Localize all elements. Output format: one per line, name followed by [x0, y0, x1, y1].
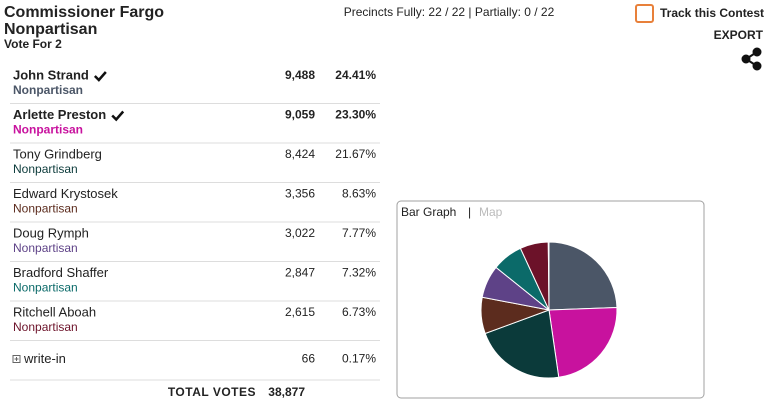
percent: 21.67%	[335, 147, 376, 161]
party: Nonpartisan	[13, 83, 83, 97]
candidate-name: Doug Rymph	[13, 225, 89, 240]
party: Nonpartisan	[13, 241, 78, 255]
expand-icon[interactable]	[12, 355, 21, 363]
expand-plus	[14, 357, 19, 361]
expand-box	[12, 355, 21, 363]
vote-for: Vote For 2	[4, 37, 62, 51]
party: Nonpartisan	[13, 281, 78, 295]
candidate-name: Tony Grindberg	[13, 146, 102, 161]
votes: 2,615	[285, 305, 315, 319]
votes: 8,424	[285, 147, 315, 161]
chart-box	[396, 200, 705, 399]
total-label: TOTAL VOTES	[168, 385, 256, 399]
total-votes: 38,877	[268, 385, 305, 399]
party: Nonpartisan	[13, 202, 78, 216]
party: Nonpartisan	[13, 162, 78, 176]
percent: 7.32%	[342, 266, 376, 280]
votes: 3,356	[285, 187, 315, 201]
share-icon[interactable]	[741, 47, 762, 71]
percent: 6.73%	[342, 305, 376, 319]
percent: 7.77%	[342, 226, 376, 240]
pie-slice	[547, 241, 550, 311]
candidate-name: Arlette Preston	[13, 107, 106, 122]
votes: 9,059	[285, 108, 315, 122]
track-label[interactable]: Track this Contest	[660, 6, 764, 20]
candidate-name: Bradford Shaffer	[13, 265, 109, 280]
winner-check	[111, 110, 125, 122]
pie-slice	[548, 306, 618, 378]
export[interactable]: EXPORT	[714, 28, 764, 42]
track-checkbox[interactable]	[635, 4, 654, 23]
candidate-name: John Strand	[13, 67, 89, 82]
votes: 66	[302, 352, 316, 366]
tab-separator: |	[468, 205, 471, 219]
votes: 3,022	[285, 226, 315, 240]
votes: 2,847	[285, 266, 315, 280]
winner-check	[93, 71, 107, 82]
tab-map[interactable]: Map	[479, 205, 503, 219]
candidate-name: Ritchell Aboah	[13, 304, 96, 319]
contest-subtitle: Nonpartisan	[4, 21, 97, 38]
candidate-name: write-in	[23, 351, 66, 366]
tab-bar-graph[interactable]: Bar Graph	[401, 205, 456, 219]
percent: 0.17%	[342, 352, 376, 366]
precincts: Precincts Fully: 22 / 22 | Partially: 0 …	[344, 5, 555, 19]
pie-slice	[548, 241, 618, 311]
candidate-name: Edward Krystosek	[13, 186, 118, 201]
percent: 24.41%	[335, 68, 376, 82]
pie-chart	[480, 241, 618, 379]
party: Nonpartisan	[13, 320, 78, 334]
percent: 8.63%	[342, 187, 376, 201]
party: Nonpartisan	[13, 123, 83, 137]
votes: 9,488	[285, 68, 315, 82]
percent: 23.30%	[335, 108, 376, 122]
contest-title: Commissioner Fargo	[4, 4, 164, 21]
